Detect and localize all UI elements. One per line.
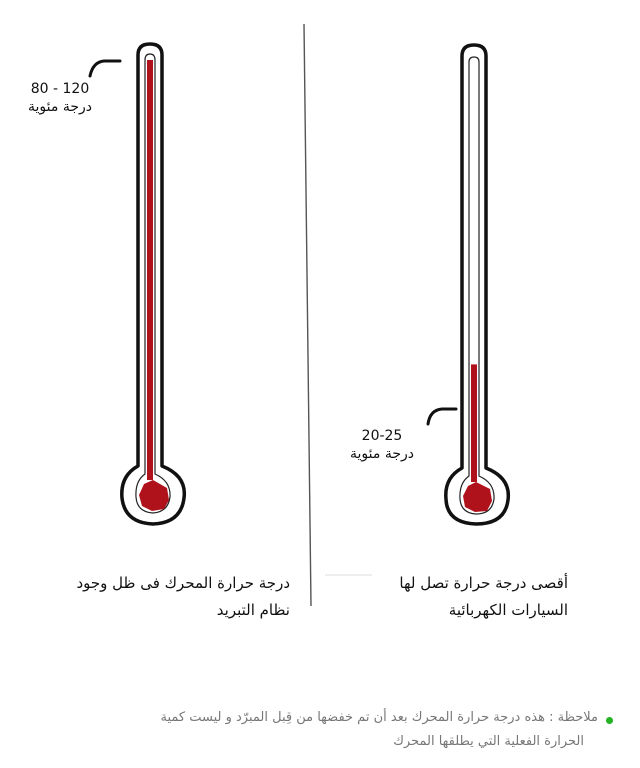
- right-mercury-bulb: [463, 482, 492, 512]
- left-caption-line2: نظام التبريد: [216, 601, 290, 619]
- note-bullet-icon: [606, 717, 613, 724]
- left-reading-pointer: [88, 59, 122, 78]
- right-caption-line2: السيارات الكهربائية: [448, 601, 568, 619]
- left-caption-line1: درجة حرارة المحرك فى ظل وجود: [76, 574, 290, 592]
- left-reading-label: 80 - 120 درجة مئوية: [20, 80, 100, 116]
- right-reading-value: 20-25: [361, 428, 403, 444]
- center-divider: [303, 23, 312, 607]
- right-mercury-column: [471, 364, 477, 482]
- right-reading-unit: درجة مئوية: [350, 446, 414, 462]
- right-caption-line1: أقصى درجة حرارة تصل لها: [399, 574, 568, 592]
- footnote-line2: الحرارة الفعلية التي يطلقها المحرك: [393, 734, 584, 749]
- right-thermometer-outline: [444, 43, 511, 526]
- left-reading-unit: درجة مئوية: [28, 99, 92, 115]
- right-reading-pointer: [426, 407, 458, 426]
- left-caption: درجة حرارة المحرك فى ظل وجود نظام التبري…: [76, 570, 290, 624]
- footnote-line1: ملاحظة : هذه درجة حرارة المحرك بعد أن تم…: [160, 710, 598, 725]
- left-mercury-bulb: [139, 480, 169, 511]
- left-thermometer: [88, 42, 187, 526]
- footnote: ملاحظة : هذه درجة حرارة المحرك بعد أن تم…: [160, 706, 598, 754]
- left-reading-value: 80 - 120: [30, 81, 90, 97]
- right-bulb-inner-outline: [459, 56, 495, 515]
- left-mercury-column: [147, 60, 153, 480]
- right-caption: أقصى درجة حرارة تصل لها السيارات الكهربا…: [399, 570, 568, 624]
- right-thermometer: [426, 43, 511, 526]
- right-reading-label: 20-25 درجة مئوية: [342, 427, 422, 463]
- left-bulb-inner-outline: [135, 53, 171, 514]
- left-thermometer-outline: [120, 42, 187, 526]
